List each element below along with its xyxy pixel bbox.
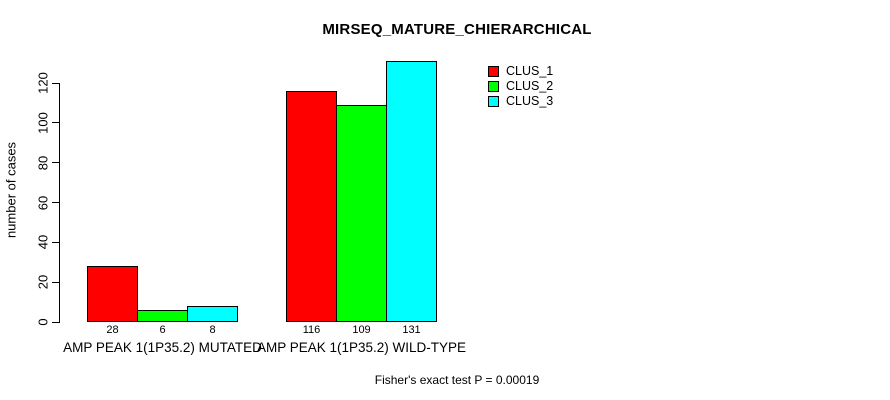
y-tick-label: 100: [35, 111, 51, 134]
y-tick-mark: [52, 202, 59, 203]
bar-value-label: 116: [302, 324, 321, 336]
legend-item-clus_1: CLUS_1: [488, 65, 553, 77]
bar-clus_1-group1: [87, 266, 138, 322]
bar-clus_2-group2: [336, 105, 387, 322]
bar-clus_2-group1: [137, 310, 188, 322]
y-tick-label: 40: [35, 235, 51, 250]
bar-value-label: 6: [159, 324, 166, 336]
bar-value-label: 131: [402, 324, 421, 336]
legend-item-clus_2: CLUS_2: [488, 80, 553, 92]
y-tick-mark: [52, 281, 59, 283]
legend-swatch-icon: [488, 65, 499, 77]
bar-value-label: 109: [352, 324, 371, 336]
bar-clus_3-group1: [187, 306, 238, 322]
y-axis-line: [59, 83, 60, 323]
y-tick-label: 0: [35, 318, 51, 326]
legend-item-clus_3: CLUS_3: [488, 95, 553, 107]
legend-label: CLUS_2: [506, 79, 554, 93]
bar-value-label: 28: [106, 324, 119, 336]
y-tick-mark: [52, 82, 59, 84]
y-tick-label: 80: [35, 155, 51, 170]
y-tick-label: 60: [35, 195, 51, 210]
bar-value-label: 8: [209, 324, 216, 336]
y-axis-label: number of cases: [3, 141, 19, 239]
x-category-label: AMP PEAK 1(1P35.2) MUTATED: [63, 340, 262, 355]
y-tick-mark: [52, 321, 59, 323]
legend-label: CLUS_3: [506, 94, 554, 108]
legend-swatch-icon: [488, 95, 499, 107]
bar-clus_3-group2: [386, 61, 437, 322]
x-category-label: AMP PEAK 1(1P35.2) WILD-TYPE: [256, 340, 467, 355]
y-tick-mark: [52, 162, 59, 164]
y-tick-mark: [52, 122, 59, 124]
bar-clus_1-group2: [286, 91, 337, 322]
y-tick-label: 120: [35, 72, 51, 94]
legend-swatch-icon: [488, 80, 499, 92]
legend-label: CLUS_1: [506, 64, 554, 78]
y-tick-mark: [52, 241, 59, 243]
y-tick-label: 20: [35, 274, 51, 290]
chart-title: MIRSEQ_MATURE_CHIERARCHICAL: [322, 21, 592, 38]
footer-stat-text: Fisher's exact test P = 0.00019: [374, 373, 540, 387]
